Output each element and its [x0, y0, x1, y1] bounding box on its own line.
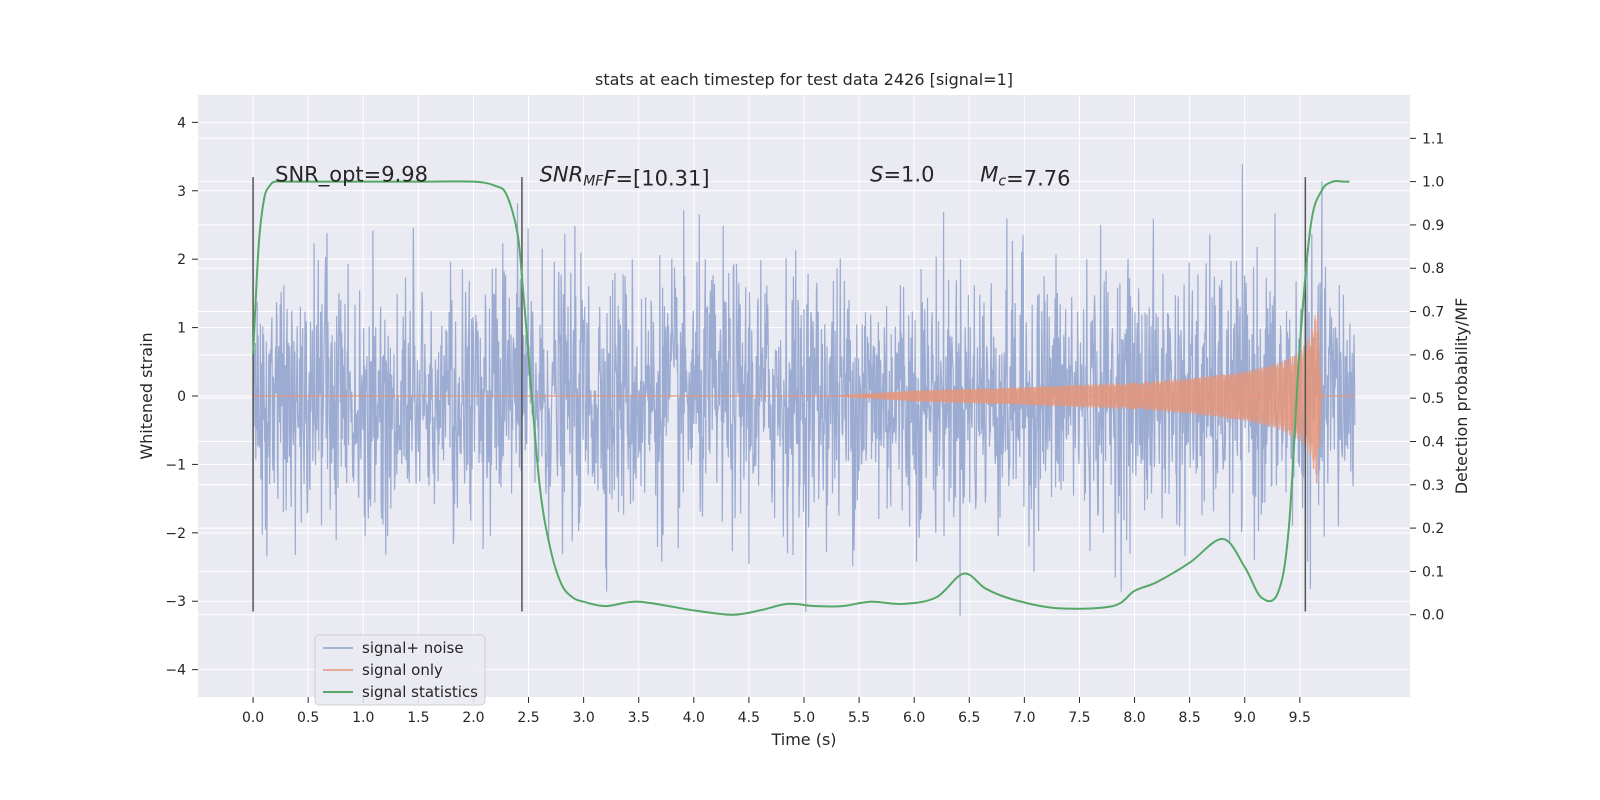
y2-tick-label: 0.6 — [1422, 348, 1444, 364]
annotation-text: SNR_opt=9.98 — [275, 163, 428, 188]
signal-series-layer — [253, 311, 1355, 484]
x-tick-label: 8.5 — [1179, 710, 1201, 726]
x-tick-label: 0.0 — [242, 710, 264, 726]
y2-tick-label: 0.8 — [1422, 261, 1444, 277]
annotations: SNR_opt=9.98 SNRMFF=[10.31] S=1.0 Mc=7.76 — [275, 163, 1070, 191]
x-tick-label: 2.0 — [462, 710, 484, 726]
statistics-series-layer — [252, 179, 1350, 616]
x-axis-label: Time (s) — [770, 730, 836, 749]
annotation-segment: MF — [583, 174, 604, 190]
x-tick-label: 7.0 — [1013, 710, 1035, 726]
y-tick-label: 4 — [177, 115, 186, 131]
y2-tick-label: 0.4 — [1422, 434, 1444, 450]
x-tick-label: 7.5 — [1068, 710, 1090, 726]
x-tick-label: 6.5 — [958, 710, 980, 726]
y2-tick-label: 1.1 — [1422, 131, 1444, 147]
x-tick-label: 4.5 — [738, 710, 760, 726]
noise-series-line — [252, 164, 1356, 616]
x-tick-label: 1.0 — [352, 710, 374, 726]
annotation-segment: M — [980, 163, 998, 187]
x-tick-label: 3.0 — [573, 710, 595, 726]
y2-tick-label: 0.1 — [1422, 564, 1444, 580]
x-tick-label: 5.5 — [848, 710, 870, 726]
x-tick-label: 5.0 — [793, 710, 815, 726]
annotation-text: Mc=7.76 — [980, 163, 1070, 191]
x-tick-label: 3.5 — [628, 710, 650, 726]
x-tick-label: 9.5 — [1289, 710, 1311, 726]
y2-tick-label: 1.0 — [1422, 175, 1444, 191]
y2-tick-label: 0.3 — [1422, 478, 1444, 494]
y2-tick-label: 0.7 — [1422, 305, 1444, 321]
legend: signal+ noise signal only signal statistic… — [314, 634, 486, 706]
annotation-segment: SNR — [540, 163, 584, 187]
annotation-segment: =7.76 — [1006, 167, 1070, 191]
y2-tick-label: 0.5 — [1422, 391, 1444, 407]
annotation-segment: =1.0 — [883, 163, 934, 187]
y-tick-label: 1 — [177, 321, 186, 337]
vertical-markers — [252, 177, 1307, 612]
y-tick-label: 2 — [177, 252, 186, 268]
x-tick-label: 9.0 — [1234, 710, 1256, 726]
x-tick-label: 1.5 — [407, 710, 429, 726]
annotation-segment: F — [603, 167, 616, 191]
axis-ticks: 0.0 0.5 1.0 1.5 2.0 2.5 3.0 3.5 4.0 4.5 5.0 5.5 6.0 6… — [165, 115, 1444, 726]
x-tick-label: 2.5 — [517, 710, 539, 726]
y-axis-label: Whitened strain — [137, 332, 156, 459]
y2-axis-label: Detection probability/MF — [1452, 298, 1471, 495]
x-tick-label: 0.5 — [297, 710, 319, 726]
y-tick-label: 0 — [177, 389, 186, 405]
y-tick-label: −1 — [165, 457, 186, 473]
annotation-segment: S — [870, 163, 883, 187]
annotation-text: SNRMFF=[10.31] — [540, 163, 710, 191]
legend-box — [314, 634, 486, 706]
x-tick-label: 4.0 — [683, 710, 705, 726]
y2-tick-label: 0.2 — [1422, 521, 1444, 537]
y2-tick-label: 0.0 — [1422, 608, 1444, 624]
annotation-text: S=1.0 — [870, 163, 934, 187]
legend-label: signal statistics — [362, 683, 478, 701]
noise-series-layer — [252, 164, 1356, 616]
x-tick-label: 8.0 — [1123, 710, 1145, 726]
y-tick-label: −3 — [165, 594, 186, 610]
annotation-segment: c — [998, 174, 1006, 190]
legend-label: signal+ noise — [362, 639, 464, 657]
annotation-segment: =[10.31] — [615, 167, 709, 191]
y-tick-label: −4 — [165, 663, 186, 679]
statistics-line — [252, 179, 1350, 616]
annotation-segment: SNR_opt=9.98 — [275, 163, 428, 188]
y-tick-label: 3 — [177, 184, 186, 200]
legend-label: signal only — [362, 661, 443, 679]
y-tick-label: −2 — [165, 526, 186, 542]
chart-title: stats at each timestep for test data 242… — [595, 70, 1013, 89]
y2-tick-label: 0.9 — [1422, 218, 1444, 234]
signal-only-line — [837, 311, 1323, 484]
x-tick-label: 6.0 — [903, 710, 925, 726]
